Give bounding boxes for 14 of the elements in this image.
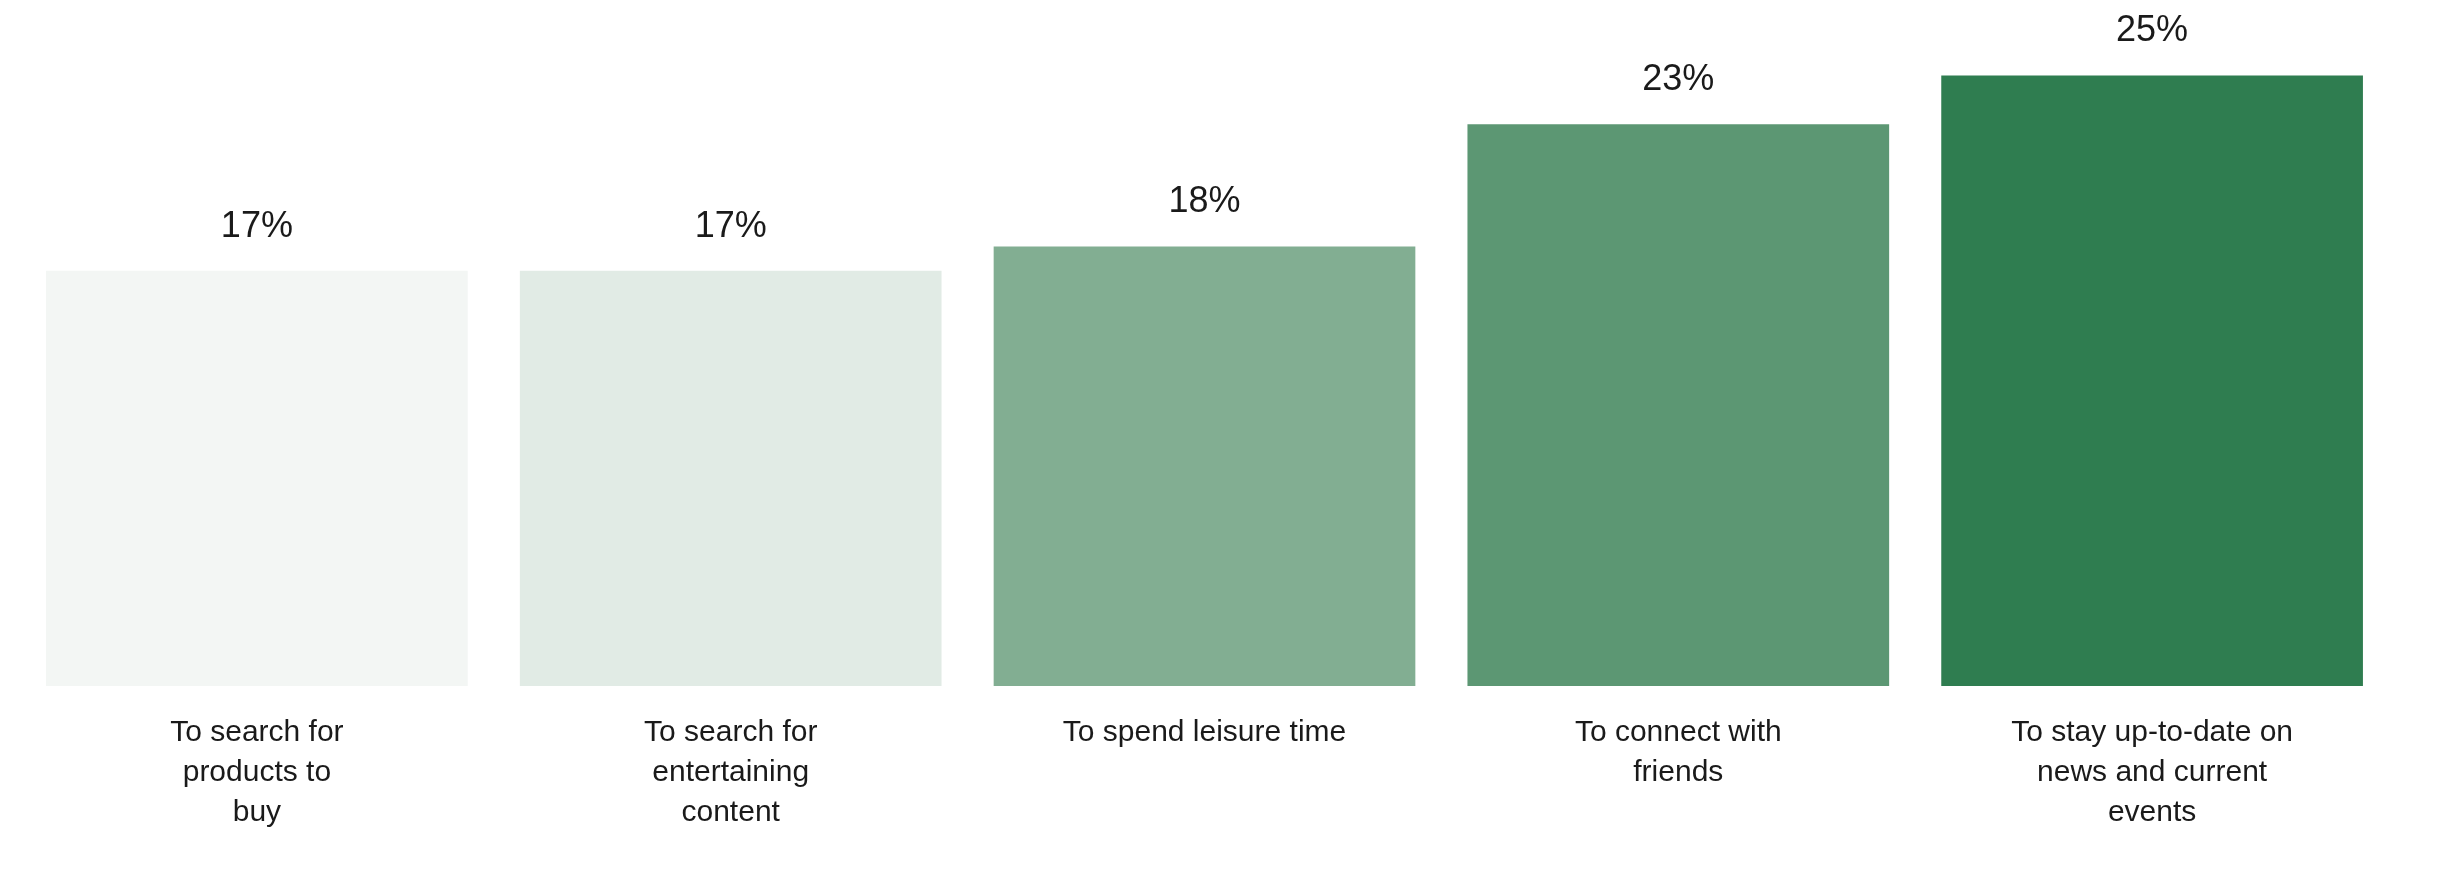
bar	[993, 246, 1416, 686]
bar	[1941, 75, 2363, 686]
data-label: 23%	[1642, 57, 1715, 99]
data-label: 17%	[694, 203, 767, 245]
data-label: 18%	[1168, 179, 1241, 221]
bar	[519, 270, 942, 686]
x-tick-label: To connect with friends	[1574, 713, 1782, 787]
x-tick-label: To spend leisure time	[1062, 713, 1347, 747]
bar	[1467, 124, 1890, 686]
data-label: 17%	[220, 203, 293, 245]
x-tick-label: To search for entertaining content	[643, 713, 818, 827]
data-label: 25%	[2116, 8, 2189, 50]
x-tick-label: To stay up-to-date on news and current events	[2011, 713, 2294, 827]
x-tick-label: To search for products to buy	[170, 713, 344, 827]
